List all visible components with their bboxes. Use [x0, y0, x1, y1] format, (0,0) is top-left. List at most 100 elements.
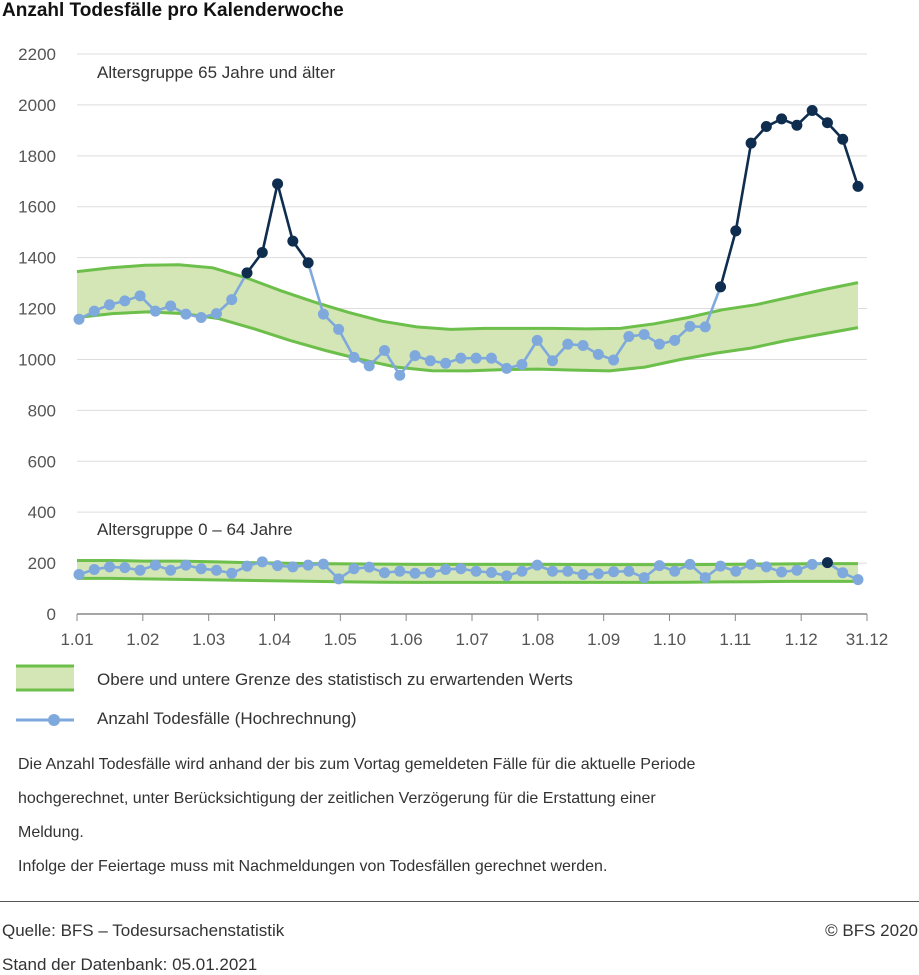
data-point — [302, 257, 314, 269]
data-point — [440, 357, 452, 369]
x-tick-label: 1.04 — [258, 630, 291, 649]
band-lower-line-2 — [77, 576, 858, 584]
data-point — [516, 565, 528, 577]
data-point — [256, 556, 268, 568]
x-tick-label: 1.10 — [653, 630, 686, 649]
data-point — [608, 566, 620, 578]
data-point — [470, 352, 482, 364]
data-point — [272, 178, 284, 190]
data-point — [165, 564, 177, 576]
data-point — [363, 360, 375, 372]
source-label: Quelle: BFS – Todesursachenstatistik — [2, 921, 285, 940]
data-point — [210, 564, 222, 576]
legend-series-label: Anzahl Todesfälle (Hochrechnung) — [97, 709, 357, 728]
data-point — [592, 348, 604, 360]
series-segment — [841, 138, 860, 187]
y-tick-label: 2200 — [18, 45, 56, 64]
data-point — [715, 560, 727, 572]
data-point — [547, 565, 559, 577]
legend-series-swatch — [16, 714, 74, 726]
data-point — [378, 345, 390, 357]
data-point — [195, 563, 207, 575]
data-point — [73, 569, 85, 581]
data-point — [592, 568, 604, 580]
data-point — [669, 565, 681, 577]
data-point — [394, 369, 406, 381]
data-point — [577, 339, 589, 351]
copyright-label: © BFS 2020 — [825, 921, 918, 940]
series-segment — [719, 230, 738, 288]
data-point — [287, 561, 299, 573]
data-point — [287, 235, 299, 247]
data-point — [684, 320, 696, 332]
data-point — [88, 305, 100, 317]
data-point — [272, 560, 284, 572]
x-tick-label: 1.09 — [587, 630, 620, 649]
data-point — [638, 329, 650, 341]
data-point — [531, 334, 543, 346]
data-point — [806, 105, 818, 117]
data-point — [455, 352, 467, 364]
data-point — [821, 557, 833, 569]
data-point — [837, 567, 849, 579]
data-point — [104, 561, 116, 573]
data-point — [653, 560, 665, 572]
data-point — [470, 565, 482, 577]
data-point — [547, 355, 559, 367]
data-point — [531, 559, 543, 571]
x-tick-label: 1.02 — [126, 630, 159, 649]
data-point — [134, 290, 146, 302]
data-point — [562, 565, 574, 577]
data-point — [699, 572, 711, 584]
data-point — [241, 560, 253, 572]
x-axis-ticks: 1.01 1.02 1.03 1.04 1.05 1.06 1.07 1.08 1.09 1.10… — [60, 614, 888, 649]
data-point — [119, 295, 131, 307]
data-point — [256, 247, 268, 259]
data-point — [821, 117, 833, 129]
data-point — [363, 561, 375, 573]
data-point — [791, 119, 803, 131]
series-segment — [261, 183, 279, 253]
data-point — [852, 574, 864, 586]
data-point — [485, 352, 497, 364]
x-tick-label: 1.06 — [390, 630, 423, 649]
data-point — [852, 180, 864, 192]
data-point — [226, 294, 238, 306]
y-tick-label: 1000 — [18, 350, 56, 369]
y-tick-label: 1600 — [18, 198, 56, 217]
x-tick-label: 1.07 — [455, 630, 488, 649]
data-point — [409, 567, 421, 579]
y-tick-label: 1400 — [18, 249, 56, 268]
data-point — [119, 562, 131, 574]
x-tick-label: 1.12 — [785, 630, 818, 649]
x-tick-label: 1.05 — [324, 630, 357, 649]
data-point — [165, 300, 177, 312]
data-point — [226, 567, 238, 579]
band-fill-1 — [77, 264, 858, 371]
data-point — [837, 133, 849, 145]
mortality-chart: 0 200 400 600 800 1000 1200 1400 1600 1800 2000 220… — [18, 45, 888, 649]
data-point — [149, 559, 161, 571]
legend-band-label: Obere und untere Grenze des statistisch … — [97, 670, 573, 689]
data-point — [424, 567, 436, 579]
x-tick-label: 1.08 — [521, 630, 554, 649]
series-segment — [306, 262, 325, 315]
note-line-4: Infolge der Feiertage muss mit Nachmeldu… — [18, 858, 608, 875]
data-point — [501, 570, 513, 582]
data-point — [699, 321, 711, 333]
group-label-1: Altersgruppe 65 Jahre und älter — [97, 63, 335, 82]
data-point — [577, 569, 589, 581]
data-point — [730, 565, 742, 577]
data-point — [104, 299, 116, 311]
data-point — [806, 558, 818, 570]
data-point — [760, 121, 772, 133]
data-point — [333, 573, 345, 585]
y-tick-label: 200 — [28, 554, 56, 573]
data-point — [210, 308, 222, 320]
data-point — [791, 564, 803, 576]
data-point — [715, 281, 727, 293]
series-segment — [276, 183, 295, 242]
data-point — [760, 561, 772, 573]
data-point — [180, 308, 192, 320]
legend-band-swatch — [16, 664, 74, 692]
